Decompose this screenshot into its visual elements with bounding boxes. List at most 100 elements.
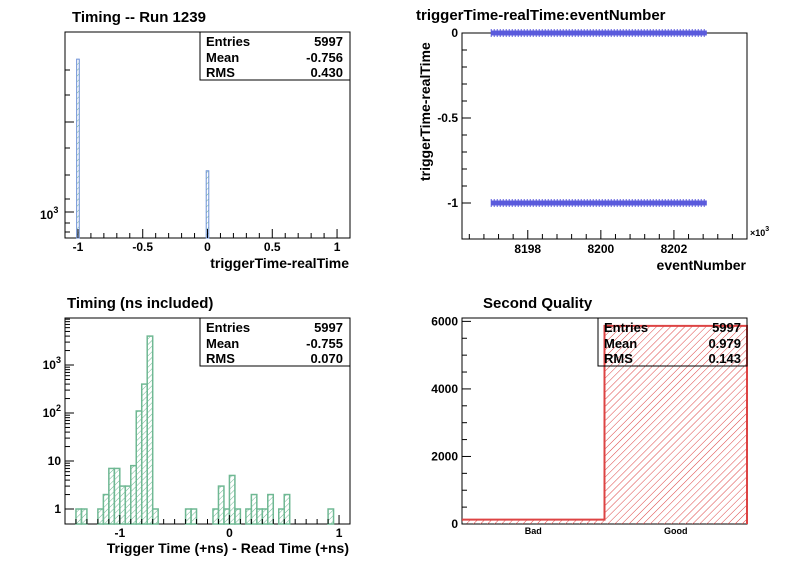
panel4-y-tick-label: 4000 — [431, 382, 458, 396]
panel3-x-tick-label: -1 — [114, 526, 125, 540]
panel1-bar — [205, 170, 210, 239]
panel1-x-ticks: -1 -0.5 0 0.5 1 — [73, 229, 341, 254]
panel2-x-tick-label: 8200 — [587, 242, 614, 256]
panel3-stat-entries-label: Entries — [206, 320, 250, 335]
panel3-bar — [283, 493, 291, 525]
panel2-x-multiplier: ×103 — [750, 226, 769, 238]
panel3-bar — [212, 508, 220, 525]
panel3-bar — [102, 493, 110, 525]
panel3-bar — [245, 508, 253, 525]
panel3-bar — [267, 493, 275, 525]
panel2-points — [490, 29, 707, 207]
panel4-categories: Bad Good — [525, 526, 688, 536]
panel1-x-tick-label: 0 — [204, 240, 211, 254]
panel1-x-tick-label: -0.5 — [132, 240, 153, 254]
panel1-x-label: triggerTime-realTime — [210, 255, 349, 271]
panel1-stat-mean-value: -0.756 — [306, 50, 343, 65]
panel3-bar — [256, 508, 264, 525]
panel4-bar — [462, 519, 605, 524]
panel2-y-ticks: 0 -0.5 -1 — [437, 26, 471, 210]
panel2-x-tick-label: 8198 — [514, 242, 541, 256]
panel3-bar — [184, 508, 192, 525]
panel3-bar — [151, 508, 159, 525]
panel3-bar — [135, 410, 143, 525]
panel3-bar — [113, 467, 121, 525]
panel1-x-tick-label: 0.5 — [264, 240, 281, 254]
panel3-stat-mean-value: -0.755 — [306, 336, 343, 351]
panel4-category-label: Good — [664, 526, 688, 536]
panel3-bar — [278, 508, 285, 525]
panel4-stat-entries-label: Entries — [604, 320, 648, 335]
panel3-stat-entries-value: 5997 — [314, 320, 343, 335]
panel2-y-tick-label: -0.5 — [437, 111, 458, 125]
panel3-stat-rms-value: 0.070 — [310, 351, 343, 366]
panel4-stat-rms-value: 0.143 — [708, 351, 741, 366]
panel3-x-tick-label: 1 — [336, 526, 343, 540]
panel3-y-ticks: 1 10 102 103 — [43, 318, 74, 516]
panel2-x-tick-label: 8202 — [661, 242, 688, 256]
panel-timing-run: Timing -- Run 1239 -1 -0.5 0 0.5 1 103 trigg… — [40, 9, 351, 271]
panel3-bar — [108, 467, 116, 525]
panel3-bar — [119, 485, 127, 525]
panel1-y-ticks: 103 — [40, 69, 74, 233]
panel3-bar — [75, 508, 83, 525]
panel1-stat-entries-value: 5997 — [314, 34, 343, 49]
panel3-bar — [261, 508, 269, 525]
panel4-bar — [604, 325, 747, 524]
panel4-stat-mean-value: 0.979 — [708, 336, 741, 351]
panel3-bar — [223, 508, 231, 525]
panel1-stat-rms-value: 0.430 — [310, 65, 343, 80]
panel3-stat-rms-label: RMS — [206, 351, 235, 366]
panel3-bar — [228, 474, 236, 525]
panel3-bar — [190, 508, 198, 525]
panel4-stat-entries-value: 5997 — [712, 320, 741, 335]
panel1-title: Timing -- Run 1239 — [72, 9, 206, 26]
panel4-stat-rms-label: RMS — [604, 351, 633, 366]
panel3-y-tick-label: 10 — [48, 454, 62, 468]
panel1-bars — [76, 58, 210, 239]
panel2-frame — [461, 32, 748, 240]
panel3-stats-box: Entries 5997 Mean -0.755 RMS 0.070 — [199, 317, 351, 367]
panel1-stats-box: Entries 5997 Mean -0.756 RMS 0.430 — [199, 31, 351, 81]
panel3-bar — [80, 508, 88, 525]
panel4-bars — [462, 324, 748, 524]
panel-scatter: triggerTime-realTime:eventNumber 8198 820… — [416, 7, 769, 273]
panel-second-quality: Second Quality 0 2000 4000 6000 Bad Good Ent… — [431, 295, 748, 536]
panel2-y-tick-label: -1 — [447, 196, 458, 210]
panel3-bar — [97, 508, 105, 525]
panel1-x-tick-label: -1 — [73, 240, 84, 254]
panel1-y-tick-1000: 103 — [40, 205, 58, 222]
panel3-bar — [250, 493, 258, 525]
panel3-bar — [234, 508, 242, 525]
panel3-y-tick-label: 103 — [43, 355, 61, 372]
panel2-y-label: triggerTime-realTime — [417, 42, 433, 181]
panel3-x-ticks: -1 0 1 — [75, 515, 343, 540]
panel4-y-tick-label: 6000 — [431, 314, 458, 328]
panel3-bars — [75, 335, 335, 525]
panel1-bar — [76, 58, 80, 239]
panel-timing-ns: Timing (ns included) -1 0 1 1 10 102 103 Trig… — [43, 295, 351, 556]
panel4-title: Second Quality — [483, 295, 593, 312]
panel1-stat-rms-label: RMS — [206, 65, 235, 80]
panel4-outline — [462, 324, 748, 524]
panel3-bar — [217, 485, 225, 525]
panel3-x-tick-label: 0 — [226, 526, 233, 540]
panel4-y-tick-label: 0 — [451, 517, 458, 531]
panel3-bar — [130, 464, 137, 525]
panel1-stat-mean-label: Mean — [206, 50, 239, 65]
panel3-x-label: Trigger Time (+ns) - Read Time (+ns) — [107, 540, 349, 556]
panel3-stat-mean-label: Mean — [206, 336, 239, 351]
panel2-title: triggerTime-realTime:eventNumber — [416, 7, 666, 24]
panel3-bar — [327, 508, 335, 525]
panel1-x-tick-label: 1 — [334, 240, 341, 254]
panel3-bar — [146, 335, 154, 525]
panel3-bar — [124, 485, 132, 525]
panel4-stat-mean-label: Mean — [604, 336, 637, 351]
panel3-bar — [140, 383, 148, 525]
panel1-stat-entries-label: Entries — [206, 34, 250, 49]
panel2-x-ticks: 8198 8200 8202 — [468, 230, 733, 256]
panel4-y-ticks: 0 2000 4000 6000 — [431, 314, 471, 531]
panel3-title: Timing (ns included) — [67, 295, 213, 312]
panel4-y-tick-label: 2000 — [431, 449, 458, 463]
